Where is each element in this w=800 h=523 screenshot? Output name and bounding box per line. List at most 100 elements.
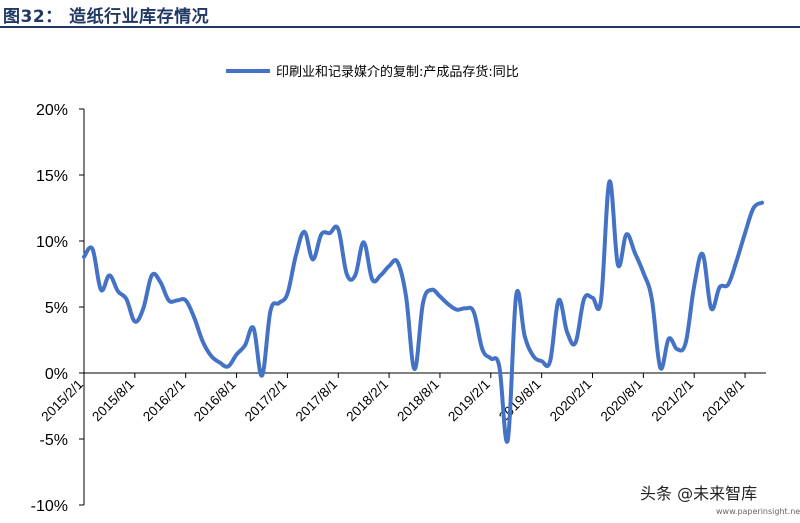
data-point: [294, 254, 298, 258]
data-point: [243, 343, 247, 347]
data-point: [260, 374, 264, 378]
data-point: [192, 316, 196, 320]
data-point: [540, 359, 544, 363]
x-tick-label: 2019/2/1: [445, 377, 493, 425]
data-point: [90, 247, 94, 251]
data-point: [599, 298, 603, 302]
data-point: [709, 306, 713, 310]
data-point: [184, 298, 188, 302]
data-point: [472, 310, 476, 314]
data-point: [226, 364, 230, 368]
x-tick-label: 2020/2/1: [547, 377, 595, 425]
data-point: [345, 272, 349, 276]
x-tick-label: 2018/2/1: [343, 377, 391, 425]
data-point: [692, 284, 696, 288]
data-point: [124, 297, 128, 301]
data-point: [497, 364, 501, 368]
data-point: [116, 289, 120, 293]
data-point: [684, 341, 688, 345]
data-point: [701, 252, 705, 256]
data-point: [150, 273, 154, 277]
data-point: [523, 334, 527, 338]
data-point: [463, 306, 467, 310]
x-tick-label: 2020/8/1: [598, 377, 646, 425]
data-point: [201, 339, 205, 343]
data-point: [574, 341, 578, 345]
chart-legend: 印刷业和记录媒介的复制:产成品存货:同比: [226, 64, 519, 80]
data-point: [531, 354, 535, 358]
series-line: [82, 179, 764, 444]
data-point: [489, 356, 493, 360]
x-tick-label: 2016/2/1: [140, 377, 188, 425]
data-point: [379, 273, 383, 277]
y-tick-label: 20%: [36, 102, 68, 119]
y-axis: -10% -5% 0% 5% 10% 15% 20%: [31, 102, 85, 515]
data-point: [455, 308, 459, 312]
data-point: [565, 330, 569, 334]
x-tick-label: 2015/2/1: [38, 377, 86, 425]
data-point: [336, 227, 340, 231]
data-point: [167, 298, 171, 302]
data-point: [353, 273, 357, 277]
data-point: [641, 271, 645, 275]
figure-title: 图32： 造纸行业库存情况: [3, 7, 210, 27]
data-point: [438, 294, 442, 298]
data-point: [141, 306, 145, 310]
data-point: [557, 298, 561, 302]
data-point: [387, 264, 391, 268]
data-point: [328, 231, 332, 235]
x-tick-label: 2017/2/1: [242, 377, 290, 425]
data-point: [446, 302, 450, 306]
data-point: [218, 360, 222, 364]
data-point: [277, 301, 281, 305]
data-point: [107, 273, 111, 277]
x-tick-label: 2017/8/1: [293, 377, 341, 425]
title-underline: [0, 26, 800, 28]
data-point: [760, 201, 764, 205]
data-point: [302, 230, 306, 234]
data-point: [718, 285, 722, 289]
data-point: [362, 240, 366, 244]
data-point: [285, 292, 289, 296]
data-point: [209, 354, 213, 358]
data-point: [175, 298, 179, 302]
watermark-label: 头条 @未来智库: [640, 484, 758, 503]
data-point: [429, 288, 433, 292]
data-point: [421, 301, 425, 305]
data-point: [726, 283, 730, 287]
y-tick-label: -10%: [31, 498, 68, 515]
x-axis: 2015/2/1 2015/8/1 2016/2/1 2016/8/1 2017/2/1…: [38, 372, 766, 425]
data-point: [514, 293, 518, 297]
watermark-url: www.paperinsight.net: [716, 507, 800, 516]
data-point: [99, 288, 103, 292]
data-point: [404, 294, 408, 298]
x-tick-label: 2021/8/1: [699, 377, 747, 425]
y-tick-label: 0%: [45, 366, 68, 383]
data-point: [133, 320, 137, 324]
data-point: [633, 251, 637, 255]
data-point: [370, 277, 374, 281]
data-point: [506, 438, 510, 442]
data-point: [396, 260, 400, 264]
data-point: [235, 353, 239, 357]
data-point: [658, 366, 662, 370]
data-point: [413, 367, 417, 371]
data-point: [158, 280, 162, 284]
data-point: [582, 297, 586, 301]
data-point: [752, 206, 756, 210]
data-point: [735, 259, 739, 263]
data-point: [675, 347, 679, 351]
x-tick-label: 2018/8/1: [394, 377, 442, 425]
data-point: [548, 359, 552, 363]
y-tick-label: 5%: [45, 300, 68, 317]
x-tick-label: 2021/2/1: [649, 377, 697, 425]
y-tick-label: 15%: [36, 168, 68, 185]
data-point: [252, 326, 256, 330]
legend-label: 印刷业和记录媒介的复制:产成品存货:同比: [276, 64, 519, 80]
data-point: [319, 232, 323, 236]
data-point: [743, 231, 747, 235]
data-point: [311, 257, 315, 261]
data-point: [667, 337, 671, 341]
data-point: [650, 297, 654, 301]
